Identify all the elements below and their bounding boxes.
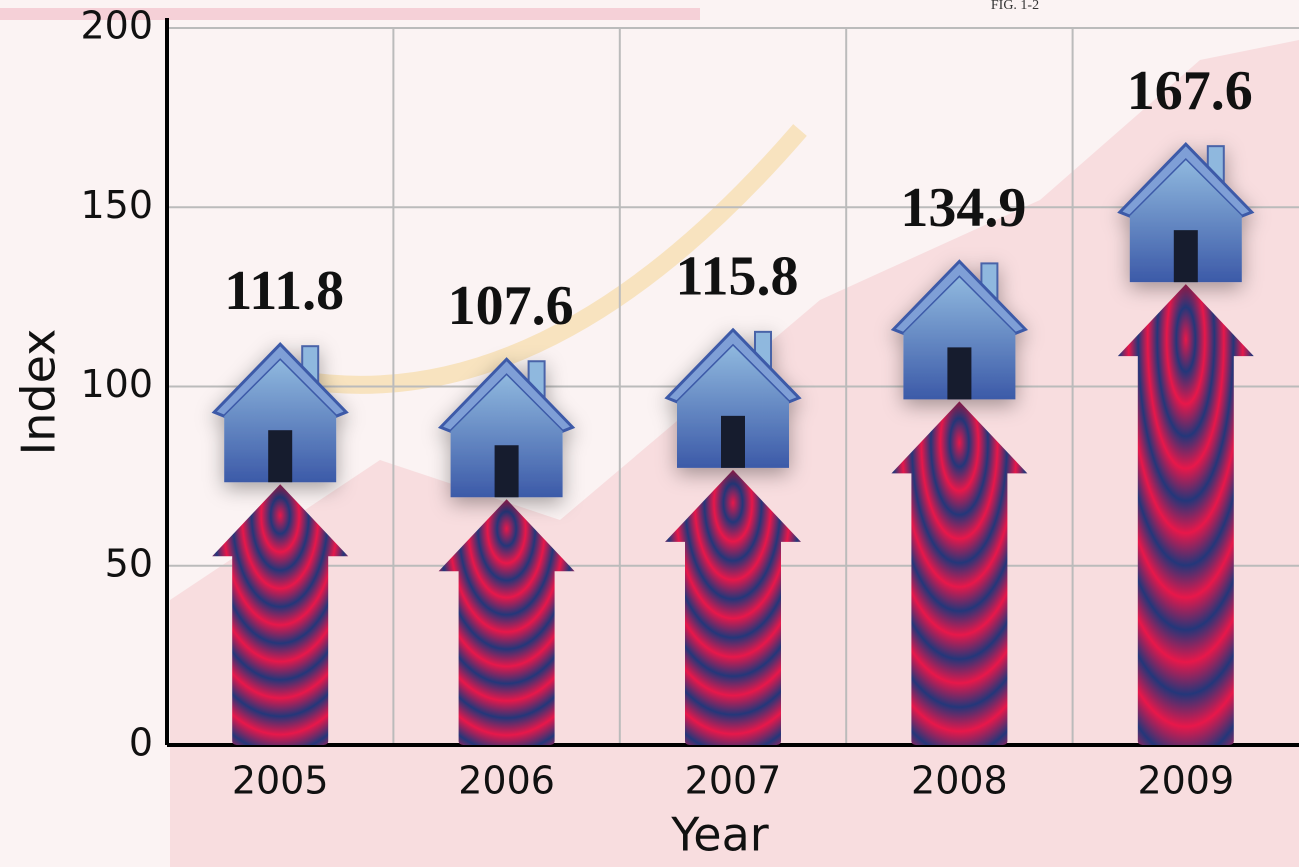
house-door bbox=[1173, 230, 1198, 283]
house-body bbox=[1129, 160, 1242, 283]
house-door bbox=[721, 415, 745, 468]
house-body bbox=[677, 345, 789, 468]
house bbox=[890, 259, 1029, 400]
y-tick-label: 100 bbox=[80, 362, 153, 406]
house-door bbox=[268, 430, 293, 483]
bar bbox=[890, 259, 1029, 745]
value-label: 134.9 bbox=[900, 177, 1026, 239]
y-tick-label: 150 bbox=[80, 183, 153, 227]
arrow bbox=[212, 484, 349, 745]
value-label: 115.8 bbox=[676, 246, 799, 308]
house-body bbox=[224, 360, 337, 483]
y-tick-label: 0 bbox=[129, 721, 153, 765]
bar bbox=[664, 327, 802, 745]
house-body bbox=[450, 375, 563, 498]
bar bbox=[437, 357, 576, 745]
arrow bbox=[665, 469, 801, 745]
x-axis-title: Year bbox=[670, 808, 768, 862]
value-label: 107.6 bbox=[448, 275, 574, 337]
value-label: 167.6 bbox=[1127, 60, 1253, 122]
arrow bbox=[1117, 284, 1254, 745]
house-door bbox=[494, 445, 519, 498]
house bbox=[211, 342, 349, 483]
house bbox=[664, 327, 802, 468]
arrow bbox=[891, 401, 1028, 745]
bar bbox=[1117, 142, 1255, 745]
y-tick-label: 50 bbox=[105, 541, 153, 585]
house bbox=[437, 357, 576, 498]
x-tick-label: 2007 bbox=[685, 759, 782, 803]
x-tick-label: 2009 bbox=[1137, 759, 1234, 803]
x-tick-label: 2005 bbox=[232, 759, 329, 803]
y-axis-title: Index bbox=[12, 329, 66, 456]
y-tick-label: 200 bbox=[80, 4, 153, 48]
x-tick-label: 2008 bbox=[911, 759, 1008, 803]
house bbox=[1117, 142, 1255, 283]
house-door bbox=[947, 347, 972, 400]
arrow bbox=[438, 499, 575, 745]
value-label: 111.8 bbox=[224, 260, 344, 322]
house-body bbox=[903, 277, 1016, 400]
bar bbox=[211, 342, 349, 745]
x-tick-label: 2006 bbox=[458, 759, 555, 803]
figure-note: FIG. 1-2 bbox=[991, 0, 1039, 13]
